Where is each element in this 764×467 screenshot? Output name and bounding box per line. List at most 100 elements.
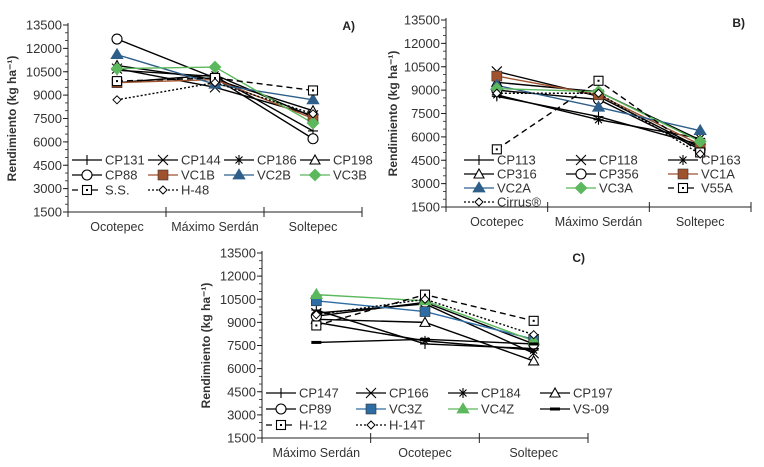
legend-item: CP113 <box>464 153 536 168</box>
y-tick-label: 3000 <box>411 176 440 191</box>
legend-item: CP197 <box>540 386 613 401</box>
legend-item: VC4Z <box>448 402 514 417</box>
legend-marker <box>575 154 587 166</box>
legend-marker <box>474 197 484 207</box>
y-tick-label: 10500 <box>220 292 256 307</box>
legend: CP113 CP118 CP163 CP316 CP356 VC1A VC2A VC3A V55… <box>464 153 741 210</box>
legend-marker <box>456 402 470 414</box>
y-tick-label: 6000 <box>227 361 256 376</box>
series-line-s-s- <box>116 77 314 92</box>
x-tick-label: Máximo Serdán <box>555 215 643 229</box>
legend-marker <box>158 185 168 195</box>
panel-label: B) <box>732 16 745 30</box>
legend-label: CP131 <box>105 153 145 168</box>
data-point-h-48 <box>308 109 318 119</box>
y-tick-label: 7500 <box>33 111 62 126</box>
data-point-cirrus- <box>492 88 502 98</box>
legend-marker <box>678 155 688 165</box>
panel-a: 1500 3000 4500 6000 7500 9000 10500 12000 13500 R… <box>5 18 373 235</box>
legend-label: CP144 <box>181 153 221 168</box>
legend-label: Cirrus® <box>497 195 542 210</box>
data-point-vc3b <box>110 62 124 76</box>
legend-item: CP163 <box>668 153 741 168</box>
legend-item: VC3A <box>566 181 633 196</box>
legend-label: VS-09 <box>573 402 609 417</box>
y-axis-label: Rendimiento (kg ha⁻¹) <box>199 283 213 409</box>
legend-item: Cirrus® <box>464 195 542 210</box>
legend-label: H-12 <box>299 418 327 433</box>
legend-label: CP118 <box>599 153 638 168</box>
legend-marker <box>308 168 322 182</box>
y-tick-label: 13500 <box>220 246 256 261</box>
panel-b: 1500 3000 4500 6000 7500 9000 10500 12000 13500 R… <box>386 13 752 229</box>
y-axis-label: Rendimiento (kg ha⁻¹) <box>5 56 19 182</box>
series-line-cp88 <box>116 38 314 140</box>
legend-marker <box>575 168 587 180</box>
legend-label: VC3B <box>333 168 367 183</box>
series-line-h-48 <box>116 81 314 115</box>
data-point-h-12-dot <box>315 324 318 327</box>
y-tick-label: 10500 <box>404 59 440 74</box>
legend-marker <box>550 407 560 411</box>
legend-label: VC1B <box>181 168 215 183</box>
data-point-cirrus- <box>695 149 705 159</box>
legend-item: VC1B <box>148 168 215 183</box>
data-point-vc2b <box>110 47 124 60</box>
legend-item: VS-09 <box>540 402 609 417</box>
legend-item: CP131 <box>72 153 145 168</box>
y-tick-label: 12000 <box>404 36 440 51</box>
legend-label: CP113 <box>497 153 536 168</box>
x-tick-label: Soltepec <box>676 215 725 229</box>
legend-item: VC2A <box>464 181 531 196</box>
legend-marker <box>275 403 287 415</box>
y-tick-label: 9000 <box>33 88 62 103</box>
legend-marker <box>157 154 169 166</box>
data-point-cp184 <box>420 335 430 346</box>
data-point-h-14t <box>528 330 539 340</box>
data-point-cp197 <box>527 354 540 366</box>
y-tick-label: 9000 <box>227 315 256 330</box>
legend-label: CP147 <box>299 386 339 401</box>
legend-label: CP356 <box>599 167 639 182</box>
legend-marker <box>82 155 92 165</box>
legend-marker <box>474 155 484 165</box>
legend-item: CP356 <box>566 167 639 182</box>
y-tick-label: 1500 <box>411 200 440 215</box>
data-point-cirrus- <box>593 88 604 98</box>
legend-label: CP186 <box>257 153 297 168</box>
data-point-h-14t <box>311 309 322 320</box>
legend-label: VC2B <box>257 168 291 183</box>
legend-item: VC1A <box>668 167 735 182</box>
legend-item: CP147 <box>266 386 339 401</box>
x-tick-label: Soltepec <box>289 220 338 234</box>
x-tick-label: Ocotepec <box>470 215 524 229</box>
legend: CP131 CP144 CP186 CP198 CP88 VC1B VC2B VC3B S.S.… <box>72 153 373 198</box>
legend-marker <box>157 169 169 181</box>
legend-label: CP166 <box>389 386 429 401</box>
data-point-vc3z <box>419 306 431 317</box>
legend-label: VC4Z <box>481 402 514 417</box>
legend-item: H-48 <box>148 183 209 198</box>
legend-item: CP118 <box>566 153 638 168</box>
data-point-h-12-dot <box>532 319 535 322</box>
data-point-vs-09 <box>311 340 322 344</box>
legend-label: H-48 <box>181 183 209 198</box>
y-tick-label: 12000 <box>220 269 256 284</box>
y-axis-label: Rendimiento (kg ha⁻¹) <box>386 51 400 177</box>
x-tick-label: Ocotepec <box>90 220 144 234</box>
legend-label: CP197 <box>573 386 613 401</box>
y-tick-label: 3000 <box>227 407 256 422</box>
legend-item: VC2B <box>224 168 291 183</box>
legend-item: CP144 <box>148 153 221 168</box>
legend-item: VC3B <box>300 168 367 183</box>
data-point-vc2a <box>591 100 606 112</box>
y-tick-label: 13500 <box>26 18 62 33</box>
legend: CP147 CP166 CP184 CP197 CP89 VC3Z VC4Z VS-09 H-1… <box>266 386 613 433</box>
legend-item: CP198 <box>300 153 373 168</box>
data-point-vs-09 <box>528 342 539 346</box>
data-point-h-14t <box>420 294 430 304</box>
y-tick-label: 1500 <box>33 205 62 220</box>
data-point-v55a-dot <box>495 148 498 151</box>
legend-marker <box>234 155 244 165</box>
